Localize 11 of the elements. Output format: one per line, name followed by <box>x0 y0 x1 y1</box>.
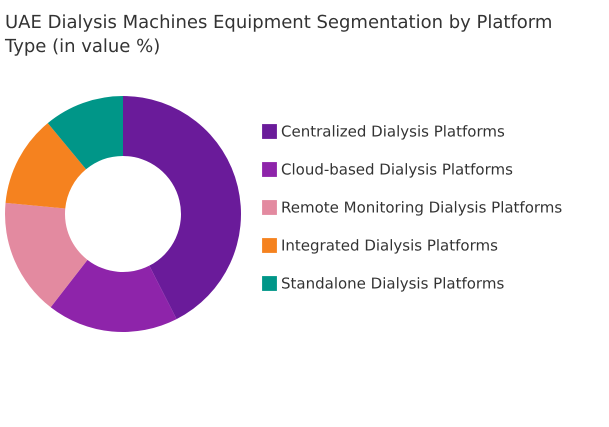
chart-title: UAE Dialysis Machines Equipment Segmentation by Platform Type (in value %) <box>4 12 552 57</box>
donut-slice <box>5 202 88 308</box>
donut-slice <box>123 96 241 320</box>
donut-slice <box>48 96 123 170</box>
legend-label: Standalone Dialysis Platforms <box>281 274 504 292</box>
donut-slice <box>6 123 86 209</box>
donut-slice <box>50 260 177 332</box>
legend-label: Remote Monitoring Dialysis Platforms <box>281 198 562 216</box>
legend-label: Cloud-based Dialysis Platforms <box>281 160 514 178</box>
legend-label: Integrated Dialysis Platforms <box>281 236 498 254</box>
legend-label: Centralized Dialysis Platforms <box>281 122 505 140</box>
